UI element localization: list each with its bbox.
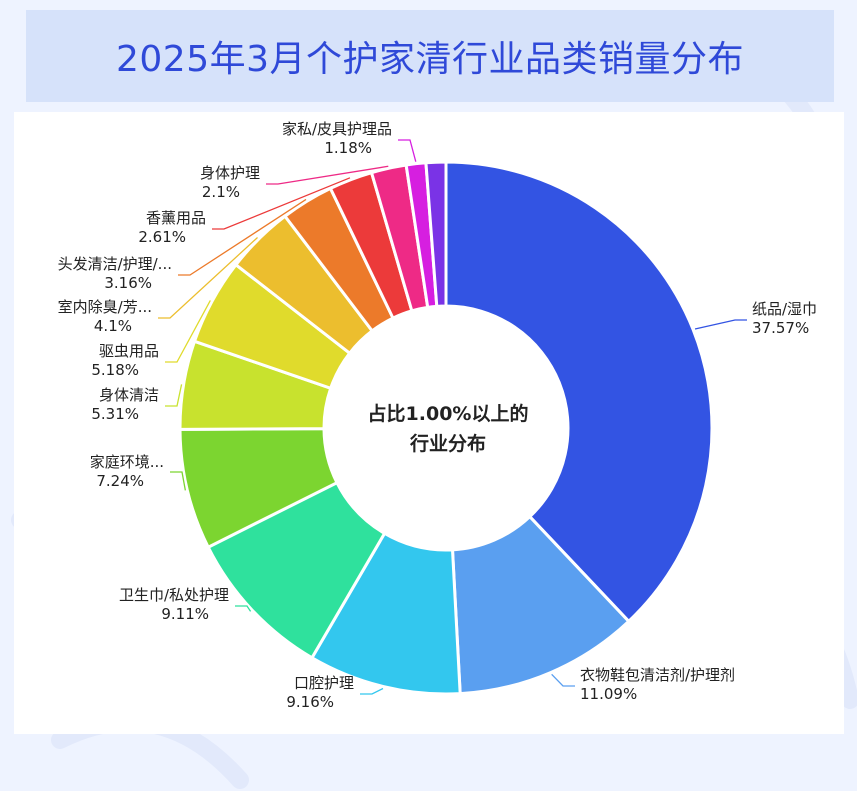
slice-value-9: 2.61% xyxy=(138,228,186,246)
leader-line-8 xyxy=(178,198,307,276)
slice-label-4: 家庭环境... xyxy=(90,453,164,471)
slice-value-2: 9.16% xyxy=(286,693,334,711)
slice-label-10: 身体护理 xyxy=(200,164,260,182)
slice-0[interactable] xyxy=(444,160,714,624)
slice-label-1: 衣物鞋包清洁剂/护理剂 xyxy=(580,666,735,684)
slice-value-6: 5.18% xyxy=(91,361,139,379)
slice-value-7: 4.1% xyxy=(94,317,132,335)
slice-label-5: 身体清洁 xyxy=(99,386,159,404)
slice-label-8: 头发清洁/护理/... xyxy=(58,255,172,273)
leader-line-3 xyxy=(235,605,252,612)
slice-label-3: 卫生巾/私处护理 xyxy=(119,586,229,604)
slice-12[interactable] xyxy=(424,160,448,308)
slice-label-11: 家私/皮具护理品 xyxy=(282,120,392,138)
chart-title: 2025年3月个护家清行业品类销量分布 xyxy=(115,39,745,80)
chart-panel: 纸品/湿巾 37.57% 衣物鞋包清洁剂/护理剂 11.09% 口腔护理 9.16% 卫生巾… xyxy=(14,112,844,734)
slice-value-0: 37.57% xyxy=(752,319,809,337)
leader-line-6 xyxy=(165,300,211,363)
slice-value-8: 3.16% xyxy=(104,274,152,292)
center-label-line-0: 占比1.00%以上的 xyxy=(368,402,529,425)
slice-value-1: 11.09% xyxy=(580,685,637,703)
leader-line-11 xyxy=(398,139,417,162)
leader-line-7 xyxy=(158,236,258,319)
leader-line-0 xyxy=(694,319,747,330)
slice-label-0: 纸品/湿巾 xyxy=(752,300,817,318)
slice-value-5: 5.31% xyxy=(91,405,139,423)
leader-line-9 xyxy=(212,177,351,230)
slice-label-2: 口腔护理 xyxy=(294,674,354,692)
slice-label-7: 室内除臭/芳... xyxy=(58,298,152,316)
chart-title-bar: 2025年3月个护家清行业品类销量分布 xyxy=(26,10,834,102)
center-label-line-1: 行业分布 xyxy=(409,432,486,455)
leader-line-10 xyxy=(266,165,389,185)
leader-line-5 xyxy=(165,384,183,407)
slice-value-4: 7.24% xyxy=(96,472,144,490)
slice-value-10: 2.1% xyxy=(202,183,240,201)
slice-label-9: 香薰用品 xyxy=(146,209,206,227)
leader-line-2 xyxy=(360,687,384,695)
leader-line-4 xyxy=(170,471,186,491)
slice-value-11: 1.18% xyxy=(324,139,372,157)
slice-label-6: 驱虫用品 xyxy=(99,342,159,360)
slice-value-3: 9.11% xyxy=(161,605,209,623)
leader-line-1 xyxy=(551,673,575,687)
